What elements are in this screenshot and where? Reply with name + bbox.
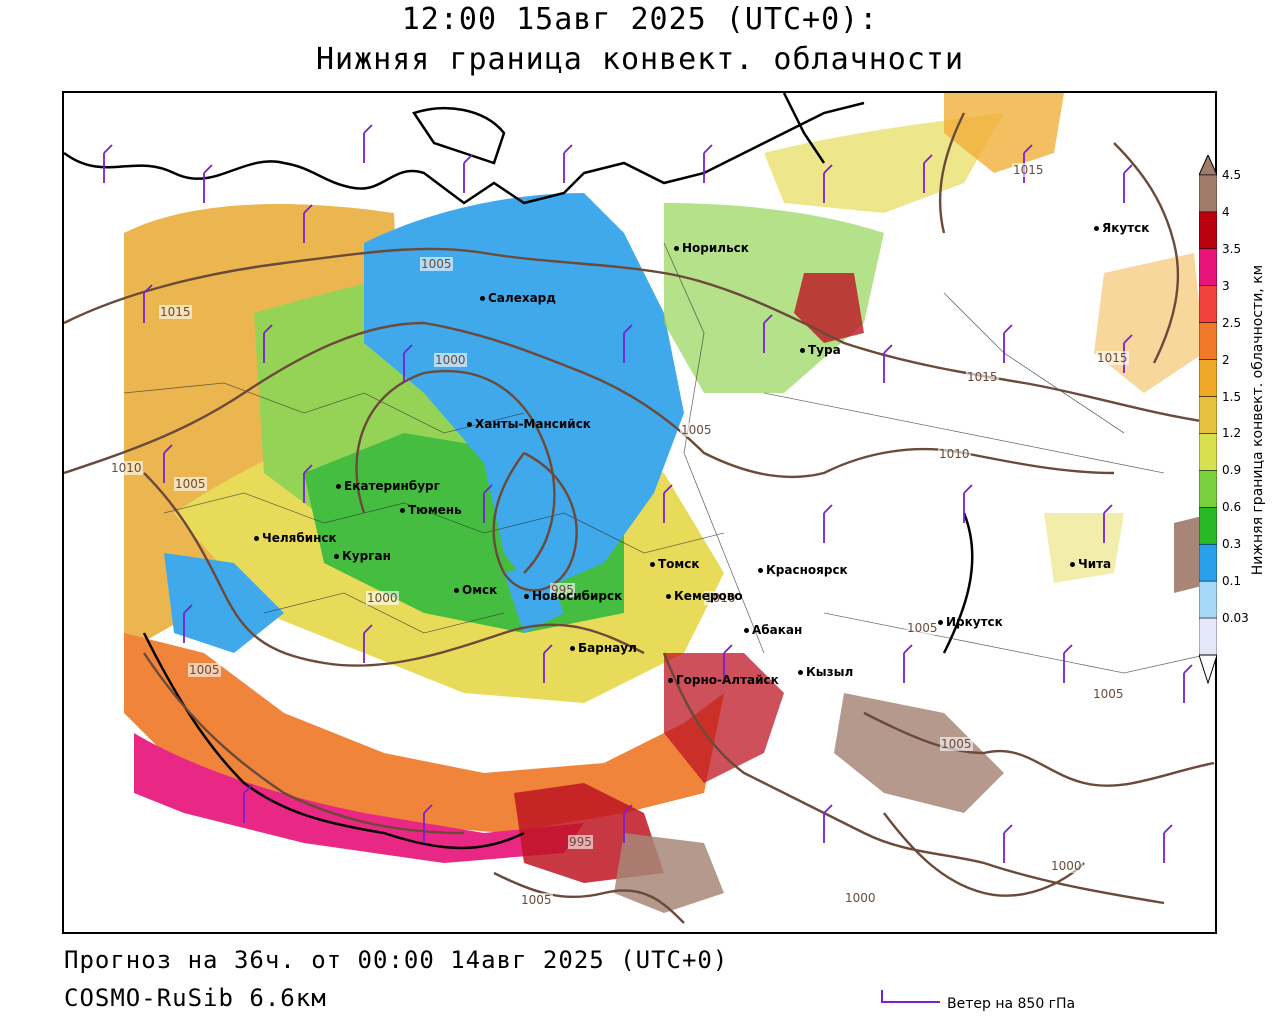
legend-swatch <box>1199 174 1217 213</box>
isobar-label: 1005 <box>420 257 453 271</box>
city-dot-icon <box>454 588 459 593</box>
weather-map: 1015 1015 1015 1015 1005 1000 1005 1010 … <box>62 91 1217 934</box>
city-marker: Иркутск <box>938 615 1003 629</box>
legend-tick-label: 0.03 <box>1222 611 1249 626</box>
city-marker: Горно-Алтайск <box>668 673 779 687</box>
legend-tick-label: 2.5 <box>1222 315 1242 330</box>
city-dot-icon <box>524 594 529 599</box>
legend-tick-label: 1.5 <box>1222 389 1242 404</box>
city-marker: Томск <box>650 557 700 571</box>
legend-swatch <box>1199 617 1217 656</box>
isobar-label: 1005 <box>940 737 973 751</box>
isobar-label: 1015 <box>1096 351 1129 365</box>
legend-swatch <box>1199 543 1217 582</box>
legend-tick-label: 0.9 <box>1222 463 1242 478</box>
legend-swatch <box>1199 470 1217 508</box>
isobar-label: 1005 <box>520 893 553 907</box>
city-marker: Кемерово <box>666 589 743 603</box>
isobar-label: 1005 <box>174 477 207 491</box>
legend-swatch <box>1199 211 1217 250</box>
city-marker: Салехард <box>480 291 556 305</box>
isobar-label: 1000 <box>434 353 467 367</box>
map-subtitle: Нижняя граница конвект. облачности <box>315 42 965 77</box>
isobar-label: 1010 <box>704 591 737 605</box>
map-canvas <box>64 93 1215 924</box>
city-dot-icon <box>334 554 339 559</box>
legend-tick-label: 4 <box>1222 204 1230 219</box>
city-marker: Норильск <box>674 241 749 255</box>
city-dot-icon <box>674 246 679 251</box>
isobar-label: 1005 <box>906 621 939 635</box>
city-marker: Новосибирск <box>524 589 622 603</box>
city-marker: Якутск <box>1094 221 1149 235</box>
legend-tick-label: 1.2 <box>1222 426 1242 441</box>
legend-swatch <box>1199 396 1217 434</box>
forecast-info: Прогноз на 36ч. от 00:00 14авг 2025 (UTC… <box>64 946 729 974</box>
city-dot-icon <box>798 670 803 675</box>
city-dot-icon <box>336 484 341 489</box>
isobar-label: 1000 <box>366 591 399 605</box>
city-dot-icon <box>668 678 673 683</box>
legend-tick-label: 4.5 <box>1222 168 1242 182</box>
city-marker: Тура <box>800 343 841 357</box>
legend-swatch <box>1199 507 1217 545</box>
city-dot-icon <box>400 508 405 513</box>
map-title: 12:00 15авг 2025 (UTC+0): <box>401 2 879 37</box>
city-dot-icon <box>800 348 805 353</box>
city-dot-icon <box>744 628 749 633</box>
city-dot-icon <box>1070 562 1075 567</box>
legend-tick-label: 0.3 <box>1222 537 1242 552</box>
isobar-label: 1010 <box>938 447 971 461</box>
city-marker: Абакан <box>744 623 802 637</box>
city-marker: Екатеринбург <box>336 479 440 493</box>
isobar-label: 1015 <box>966 370 999 384</box>
legend-swatch <box>1199 580 1217 619</box>
city-dot-icon <box>254 536 259 541</box>
legend-swatch <box>1199 359 1217 397</box>
isobar-label: 1000 <box>1050 859 1083 873</box>
city-marker: Тюмень <box>400 503 462 517</box>
isobar-label: 995 <box>550 583 575 597</box>
isobar-label: 995 <box>568 835 593 849</box>
model-name: COSMO-RuSib 6.6км <box>64 984 327 1012</box>
city-marker: Красноярск <box>758 563 848 577</box>
city-marker: Челябинск <box>254 531 337 545</box>
legend-swatch <box>1199 248 1217 287</box>
isobar-label: 1015 <box>1012 163 1045 177</box>
wind-barb-legend-icon <box>881 990 940 1003</box>
legend-swatch <box>1199 285 1217 323</box>
isobar-label: 1000 <box>844 891 877 905</box>
city-marker: Барнаул <box>570 641 637 655</box>
city-marker: Курган <box>334 549 391 563</box>
city-dot-icon <box>467 422 472 427</box>
legend-title: Нижняя граница конвект. облачности, км <box>1250 264 1266 576</box>
city-marker: Чита <box>1070 557 1111 571</box>
wind-legend-label: Ветер на 850 гПа <box>947 996 1076 1012</box>
legend-swatch <box>1199 322 1217 360</box>
isobar-label: 1010 <box>110 461 143 475</box>
isobar-label: 1005 <box>188 663 221 677</box>
legend-top-arrow <box>1199 155 1217 176</box>
legend-bottom-arrow <box>1199 654 1217 685</box>
legend-tick-label: 0.6 <box>1222 500 1242 515</box>
legend-tick-label: 3.5 <box>1222 241 1242 256</box>
city-dot-icon <box>666 594 671 599</box>
isobar-label: 1005 <box>680 423 713 437</box>
city-dot-icon <box>650 562 655 567</box>
city-marker: Кызыл <box>798 665 853 679</box>
city-dot-icon <box>480 296 485 301</box>
city-marker: Ханты-Мансийск <box>467 417 591 431</box>
legend-swatch <box>1199 433 1217 471</box>
legend-tick-label: 0.1 <box>1222 574 1242 589</box>
isobar-label: 1015 <box>159 305 192 319</box>
city-dot-icon <box>1094 226 1099 231</box>
city-dot-icon <box>758 568 763 573</box>
isobar-label: 1005 <box>1092 687 1125 701</box>
legend-tick-label: 3 <box>1222 278 1230 293</box>
legend-tick-label: 2 <box>1222 352 1230 367</box>
city-dot-icon <box>570 646 575 651</box>
city-dot-icon <box>938 620 943 625</box>
legend-colorbar <box>1199 155 1217 685</box>
city-marker: Омск <box>454 583 497 597</box>
